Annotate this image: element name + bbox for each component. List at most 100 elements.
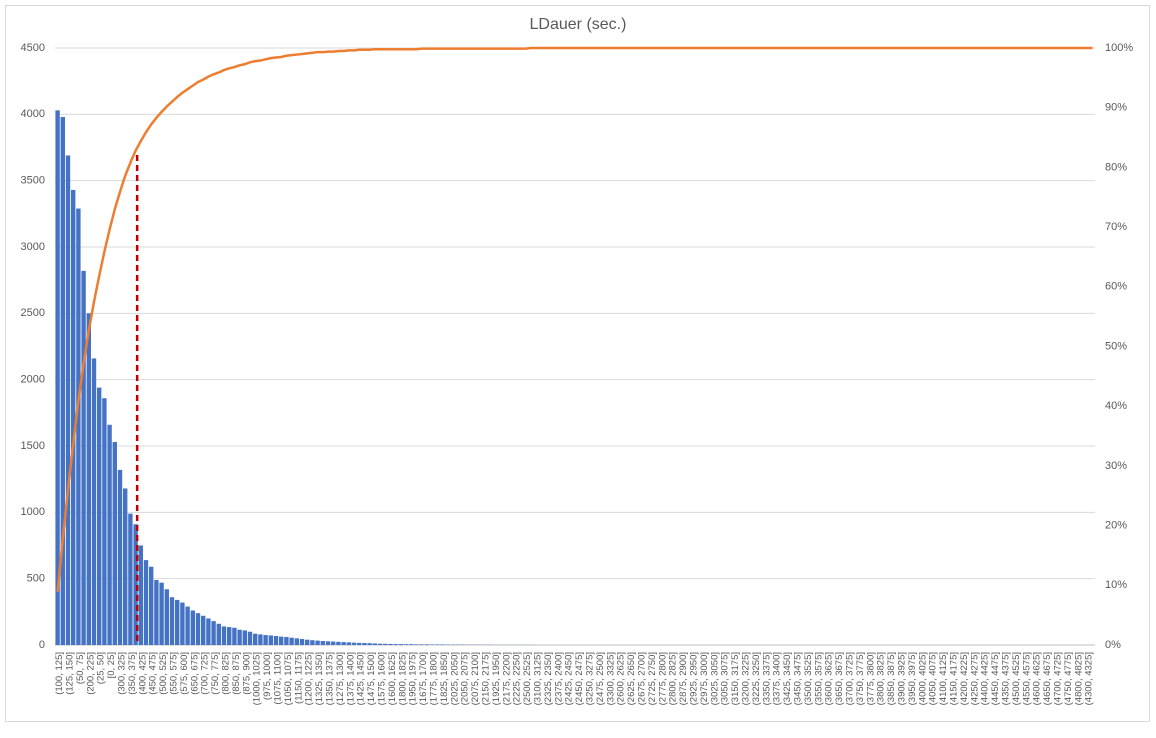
x-tick-label: (4300, 4325] bbox=[1084, 652, 1095, 705]
x-tick-label: (2675, 2700] bbox=[637, 652, 648, 705]
x-tick-label: (500, 525] bbox=[158, 652, 169, 695]
bar bbox=[258, 634, 262, 645]
bar bbox=[435, 644, 439, 645]
x-tick-label: (2625, 2650] bbox=[626, 652, 637, 705]
x-tick-label: (300, 325] bbox=[117, 652, 128, 695]
x-tick-label: (4500, 4525] bbox=[1011, 652, 1022, 705]
x-tick-label: (2450, 2475] bbox=[574, 652, 585, 705]
bar bbox=[373, 643, 377, 645]
bar bbox=[206, 618, 210, 645]
bar bbox=[274, 636, 278, 645]
x-tick-label: (1200, 1225] bbox=[304, 652, 315, 705]
x-tick-label: (4550, 4575] bbox=[1021, 652, 1032, 705]
x-tick-label: (2775, 2800] bbox=[657, 652, 668, 705]
x-tick-label: (50, 75] bbox=[75, 652, 86, 684]
x-tick-label: (4700, 4725] bbox=[1053, 652, 1064, 705]
x-tick-label: (3375, 3400] bbox=[772, 652, 783, 705]
y-tick-label: 4000 bbox=[21, 108, 45, 120]
x-tick-label: (3550, 3575] bbox=[813, 652, 824, 705]
x-tick-label: (4250, 4275] bbox=[969, 652, 980, 705]
x-tick-label: (3250, 3275] bbox=[585, 652, 596, 705]
bar bbox=[201, 616, 205, 645]
bar bbox=[149, 567, 153, 645]
bar bbox=[378, 644, 382, 645]
x-tick-label: (1350, 1375] bbox=[325, 652, 336, 705]
x-tick-label: (750, 775] bbox=[210, 652, 221, 695]
x-tick-label: (1075, 1100] bbox=[273, 652, 284, 705]
bar bbox=[76, 209, 80, 645]
bar bbox=[362, 643, 366, 645]
y2-tick-label: 70% bbox=[1105, 221, 1127, 233]
bar bbox=[347, 642, 351, 645]
bar bbox=[399, 644, 403, 645]
x-tick-label: (1375, 1400] bbox=[345, 652, 356, 705]
x-tick-label: (2925, 2950] bbox=[689, 652, 700, 705]
bar bbox=[367, 643, 371, 645]
x-tick-label: (3950, 3975] bbox=[907, 652, 918, 705]
x-tick-label: (2075, 2100] bbox=[470, 652, 481, 705]
y2-tick-label: 90% bbox=[1105, 102, 1127, 114]
x-tick-label: (2725, 2750] bbox=[647, 652, 658, 705]
y-tick-label: 0 bbox=[39, 639, 45, 651]
bar bbox=[107, 425, 111, 645]
x-tick-label: (2875, 2900] bbox=[678, 652, 689, 705]
x-tick-label: (25, 50] bbox=[96, 652, 107, 684]
x-tick-label: (4750, 4775] bbox=[1063, 652, 1074, 705]
bar bbox=[341, 642, 345, 645]
x-tick-label: (4150, 4175] bbox=[949, 652, 960, 705]
x-tick-label: (1600, 1625] bbox=[387, 652, 398, 705]
x-tick-label: (3050, 3075] bbox=[720, 652, 731, 705]
x-tick-label: (4400, 4425] bbox=[980, 652, 991, 705]
y-tick-label: 4500 bbox=[21, 42, 45, 54]
bar bbox=[217, 624, 221, 645]
x-tick-label: (2425, 2450] bbox=[564, 652, 575, 705]
x-tick-label: (3900, 3925] bbox=[897, 652, 908, 705]
bar bbox=[97, 388, 101, 645]
x-tick-label: (4600, 4625] bbox=[1032, 652, 1043, 705]
x-tick-label: (1050, 1075] bbox=[283, 652, 294, 705]
x-tick-label: (4650, 4675] bbox=[1042, 652, 1053, 705]
x-tick-label: (2375, 2400] bbox=[553, 652, 564, 705]
bar bbox=[180, 603, 184, 645]
bar bbox=[128, 514, 132, 645]
y2-tick-label: 20% bbox=[1105, 520, 1127, 532]
x-tick-label: (3500, 3525] bbox=[803, 652, 814, 705]
x-tick-label: (1775, 1800] bbox=[429, 652, 440, 705]
bar bbox=[170, 597, 174, 645]
bar bbox=[92, 358, 96, 645]
x-tick-label: [0, 25] bbox=[106, 652, 117, 678]
bar bbox=[237, 630, 241, 645]
bar bbox=[295, 638, 299, 645]
x-tick-label: (1000, 1025] bbox=[252, 652, 263, 705]
x-tick-label: (200, 225] bbox=[85, 652, 96, 695]
x-tick-label: (450, 475] bbox=[148, 652, 159, 695]
bar bbox=[279, 637, 283, 645]
x-tick-label: (3600, 3625] bbox=[824, 652, 835, 705]
bar bbox=[175, 600, 179, 645]
x-tick-label: (3850, 3875] bbox=[886, 652, 897, 705]
bar bbox=[144, 560, 148, 645]
bar bbox=[243, 630, 247, 645]
x-tick-label: (575, 600] bbox=[179, 652, 190, 695]
bar bbox=[248, 632, 252, 645]
bar bbox=[300, 639, 304, 645]
bar bbox=[196, 613, 200, 645]
x-tick-label: (2325, 2350] bbox=[543, 652, 554, 705]
x-tick-label: (1925, 1950] bbox=[491, 652, 502, 705]
x-tick-label: (2800, 2825] bbox=[668, 652, 679, 705]
bar bbox=[222, 626, 226, 645]
x-tick-label: (2600, 2625] bbox=[616, 652, 627, 705]
bar bbox=[102, 398, 106, 645]
x-tick-label: (2175, 2200] bbox=[501, 652, 512, 705]
bar bbox=[113, 442, 117, 645]
bar bbox=[310, 640, 314, 645]
y2-tick-label: 10% bbox=[1105, 579, 1127, 591]
bar bbox=[253, 634, 257, 645]
x-tick-label: (4100, 4125] bbox=[938, 652, 949, 705]
x-tick-label: (850, 875] bbox=[231, 652, 242, 695]
y-tick-label: 3500 bbox=[21, 175, 45, 187]
x-tick-label: (4450, 4475] bbox=[990, 652, 1001, 705]
bar bbox=[263, 635, 267, 645]
x-tick-label: (550, 575] bbox=[169, 652, 180, 695]
y-tick-label: 1500 bbox=[21, 440, 45, 452]
